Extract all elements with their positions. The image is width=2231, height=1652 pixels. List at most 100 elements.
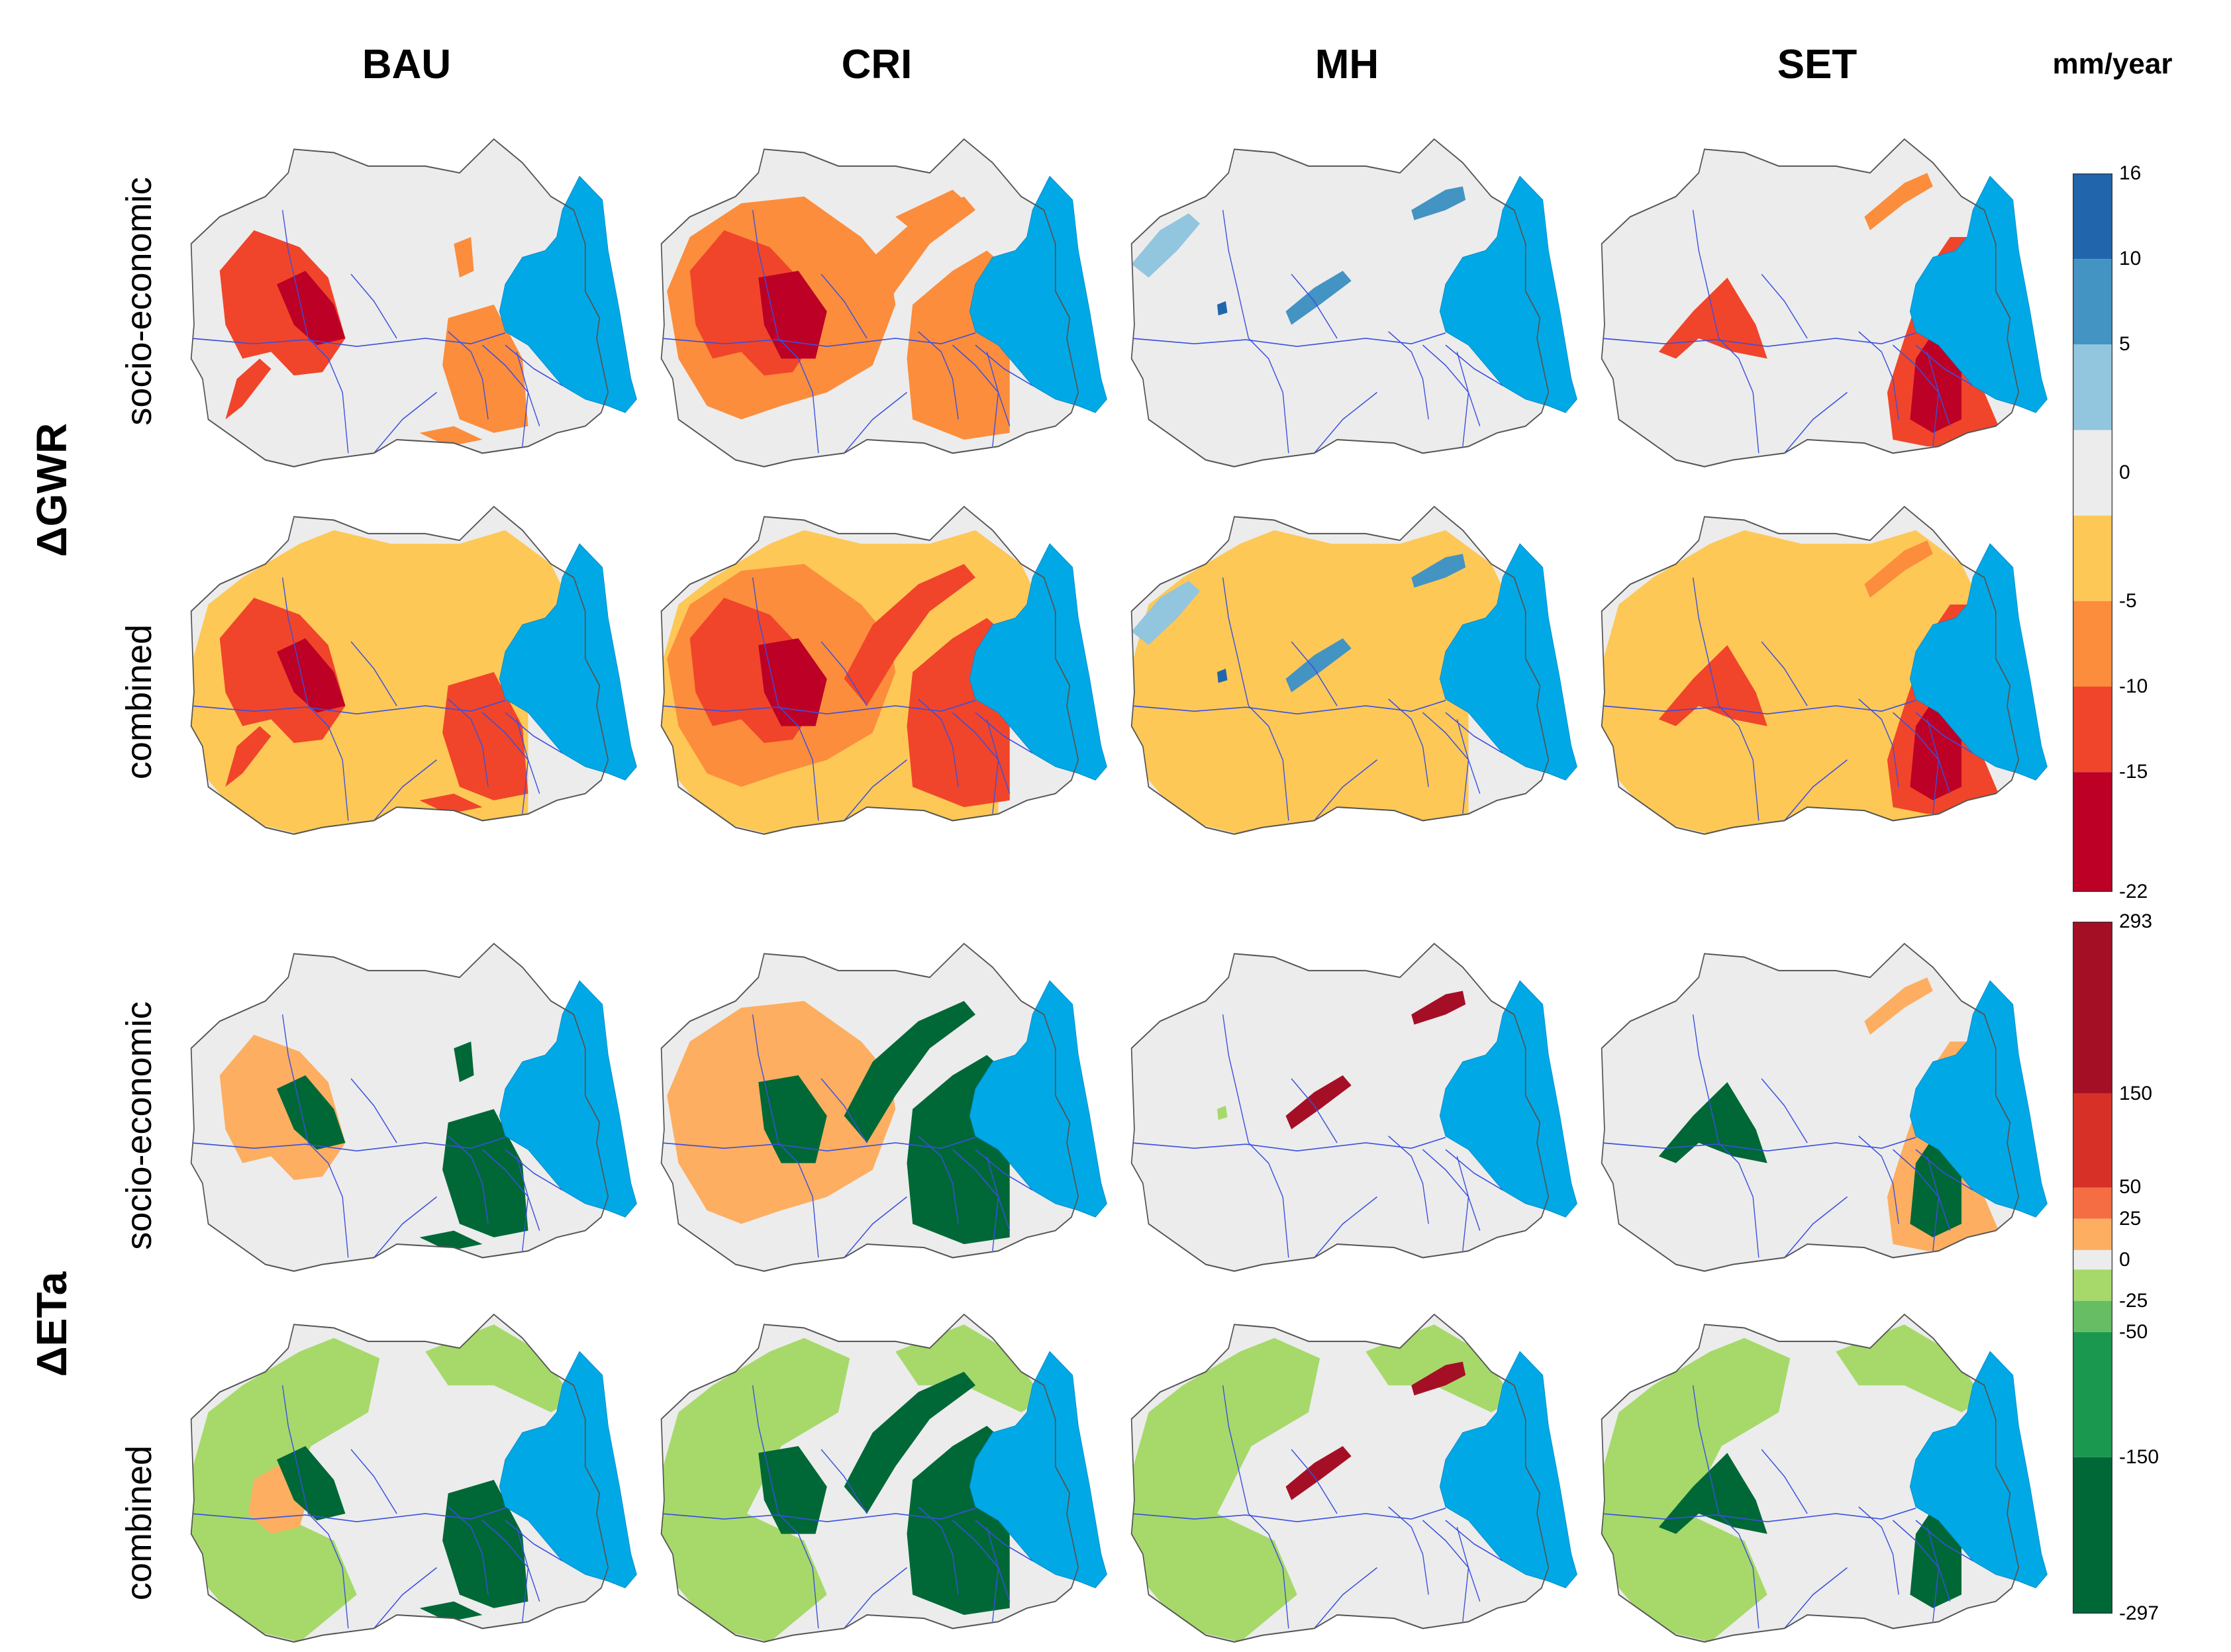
legend-tick-label: 0	[2119, 462, 2130, 484]
basin-outline	[1601, 505, 2020, 835]
river-line	[1692, 577, 1720, 706]
river-line	[1445, 344, 1503, 387]
basin-outline	[190, 505, 609, 835]
river-line	[1291, 1449, 1338, 1514]
change-patch	[442, 672, 528, 801]
river-line	[1761, 1078, 1808, 1143]
river-line	[1248, 705, 1289, 821]
river-line	[1858, 1506, 1899, 1595]
map-panel-eta-combined-bau	[185, 1311, 642, 1649]
map-panel-eta-socio-economic-bau	[185, 940, 642, 1278]
change-patch	[1658, 1082, 1767, 1163]
river-line	[1893, 712, 1951, 794]
legend-tick-label: 50	[2119, 1176, 2142, 1198]
river-line	[820, 641, 868, 706]
river-line	[661, 1137, 976, 1152]
change-patch	[1217, 301, 1228, 316]
legend-tick-label: -15	[2119, 761, 2148, 783]
legend-tick-label: 16	[2119, 162, 2142, 184]
basin-outline	[660, 505, 1079, 835]
legend-tick-label: 5	[2119, 333, 2130, 356]
column-title-bau: BAU	[362, 42, 452, 87]
change-patch	[454, 1042, 474, 1083]
river-line	[777, 705, 819, 821]
river-line	[1131, 1137, 1446, 1152]
river-line	[777, 1513, 819, 1629]
river-line	[1601, 1508, 1916, 1523]
river-line	[505, 712, 563, 754]
legend-tick-label: -297	[2119, 1602, 2159, 1624]
river-line	[952, 712, 1011, 794]
river-line	[373, 759, 437, 821]
legend-tick-label: 10	[2119, 248, 2142, 270]
river-line	[1601, 332, 1916, 348]
river-line	[1445, 1149, 1503, 1191]
change-patch	[844, 563, 975, 706]
basin-outline	[660, 1313, 1079, 1643]
change-patch	[1285, 271, 1352, 325]
river-line	[448, 699, 489, 787]
river-line	[918, 331, 959, 420]
map-panel-eta-combined-cri	[656, 1311, 1113, 1649]
legend-swatch	[2073, 1218, 2112, 1250]
river-line	[1222, 1385, 1250, 1514]
river-line	[1248, 338, 1289, 454]
river-line	[1858, 699, 1899, 787]
river-line	[191, 700, 506, 715]
river-line	[1692, 210, 1720, 339]
change-patch	[225, 358, 272, 420]
river-line	[350, 641, 397, 706]
river-line	[1784, 1567, 1848, 1629]
change-patch	[844, 1371, 975, 1514]
map-panel-gwr-socio-economic-set	[1596, 136, 2053, 473]
river-line	[281, 1385, 309, 1514]
legend-eta	[2072, 921, 2113, 1614]
map-panel-eta-combined-set	[1596, 1311, 2053, 1649]
river-line	[1893, 1149, 1951, 1231]
river-line	[1422, 1520, 1481, 1602]
river-line	[350, 1078, 397, 1143]
legend-swatch	[2073, 1457, 2112, 1614]
basin-outline	[1130, 1313, 1550, 1643]
change-patch	[758, 638, 827, 726]
river-line	[1893, 344, 1951, 426]
river-line	[975, 344, 1033, 387]
legend-tick-label: -50	[2119, 1320, 2148, 1343]
river-line	[1422, 344, 1481, 426]
change-patch	[1285, 638, 1352, 693]
river-line	[820, 273, 868, 339]
legend-tick-label: 293	[2119, 910, 2153, 932]
river-line	[1692, 1385, 1720, 1514]
river-line	[448, 1136, 489, 1224]
change-patch	[442, 1480, 528, 1608]
legend-swatch	[2073, 922, 2112, 1094]
river-line	[1784, 759, 1848, 821]
legend-gwr	[2072, 173, 2113, 893]
legend-tick-label: 150	[2119, 1082, 2153, 1104]
row-label-eta-socio-economic: socio-economic	[119, 1001, 159, 1250]
change-patch	[419, 426, 483, 447]
change-patch	[277, 271, 346, 346]
change-patch	[419, 793, 483, 814]
river-line	[1222, 210, 1250, 339]
change-patch	[1836, 1324, 1985, 1412]
river-line	[1915, 712, 1973, 754]
river-line	[1388, 1506, 1429, 1595]
river-line	[373, 391, 437, 454]
change-patch	[225, 726, 272, 787]
river-line	[1718, 705, 1760, 821]
change-patch	[442, 305, 528, 433]
change-patch	[895, 1324, 1044, 1412]
change-patch	[1285, 1446, 1352, 1500]
river-line	[952, 344, 1011, 426]
change-patch	[1411, 1361, 1466, 1396]
river-line	[1784, 1196, 1848, 1258]
basin-outline	[190, 1313, 609, 1643]
group-label-gwr: ΔGWR	[28, 422, 75, 558]
river-line	[307, 1142, 349, 1258]
change-patch	[277, 1075, 346, 1150]
river-line	[1926, 1527, 1940, 1622]
change-patch	[1217, 1105, 1228, 1120]
river-line	[661, 1508, 976, 1523]
